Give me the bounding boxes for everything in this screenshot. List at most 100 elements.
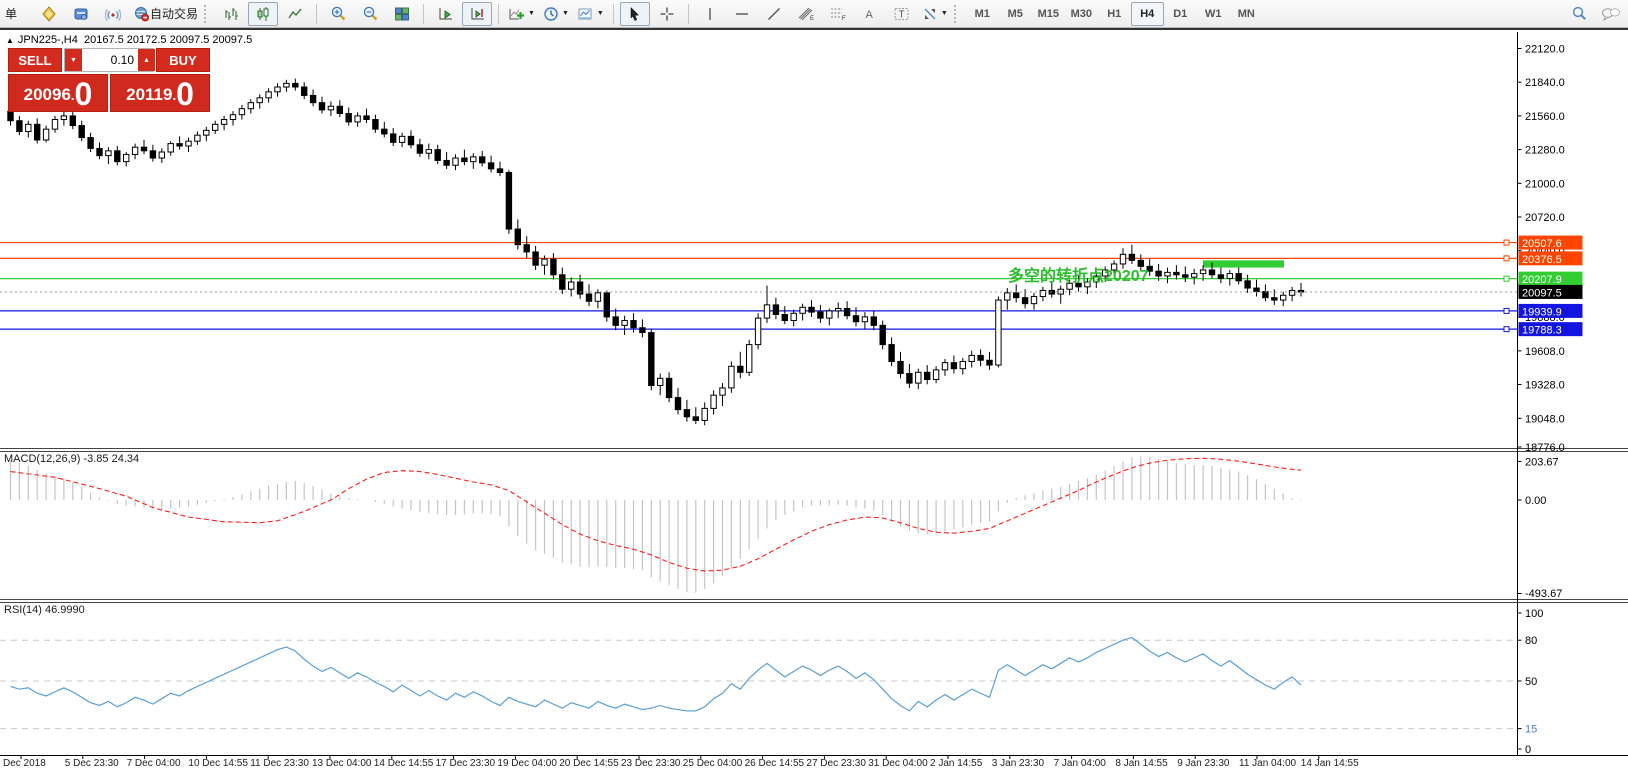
candle-body xyxy=(772,304,780,316)
level-endpoint-square[interactable] xyxy=(1503,326,1510,333)
volume-decrease-button[interactable]: ▼ xyxy=(65,49,82,71)
candle-body xyxy=(461,157,468,163)
sell-price-main: 20096 xyxy=(23,85,71,104)
terminal-icon xyxy=(74,8,88,20)
channel-button[interactable]: E xyxy=(791,2,821,26)
vertical-line-icon xyxy=(709,7,711,20)
level-endpoint-square[interactable] xyxy=(1503,239,1510,246)
vertical-line-button[interactable] xyxy=(695,2,725,26)
candle-body xyxy=(1119,253,1127,265)
candle-body xyxy=(1199,269,1207,275)
candle-body xyxy=(487,162,495,170)
timeframe-M1[interactable]: M1 xyxy=(974,7,990,20)
candle-body xyxy=(719,387,726,396)
x-axis-label: 23 Dec 23:30 xyxy=(621,758,681,769)
level-endpoint-square[interactable] xyxy=(1503,307,1510,314)
timeframe-W1[interactable]: W1 xyxy=(1205,7,1222,20)
chat-button[interactable] xyxy=(1596,2,1626,26)
candle-body xyxy=(683,409,691,418)
price-tick-label: 21280.0 xyxy=(1525,145,1565,157)
crosshair-button[interactable] xyxy=(652,2,682,26)
candle-body xyxy=(1155,270,1162,277)
buy-button[interactable]: BUY xyxy=(156,48,210,72)
candle-body xyxy=(1217,274,1225,279)
candle-body xyxy=(1173,271,1180,276)
candle-body xyxy=(212,123,219,131)
price-tick-label: 20720.0 xyxy=(1525,212,1565,224)
price-tick-label: 19608.0 xyxy=(1525,346,1565,358)
text-button[interactable]: A xyxy=(855,2,885,26)
timeframe-M30[interactable]: M30 xyxy=(1070,7,1092,20)
level-box xyxy=(1518,271,1583,286)
terminal-button[interactable] xyxy=(66,2,96,26)
rsi-tick-label: 100 xyxy=(1525,608,1543,620)
candle-body xyxy=(390,133,397,143)
toolbar-drag-handle[interactable] xyxy=(204,4,211,23)
new-order-button[interactable]: 单 xyxy=(2,2,32,26)
signal-button[interactable] xyxy=(98,2,128,26)
sell-price-big-digit: 0 xyxy=(74,76,93,112)
macd-tick-label: -493.67 xyxy=(1525,588,1562,600)
arrows-button[interactable]: ▼ xyxy=(919,2,951,26)
timeframe-MN[interactable]: MN xyxy=(1237,7,1255,20)
periods-button[interactable]: ▼ xyxy=(540,2,572,26)
zoom-out-button[interactable] xyxy=(355,2,385,26)
candle-body xyxy=(1226,273,1233,279)
candle-body xyxy=(78,125,85,139)
candle-body xyxy=(550,258,557,276)
chart-bars-button[interactable] xyxy=(216,2,246,26)
x-axis-label: 25 Dec 04:00 xyxy=(682,758,743,769)
level-endpoint-square[interactable] xyxy=(1503,275,1510,282)
buy-price-display[interactable]: 20119. 0 xyxy=(110,74,210,112)
chart-canvas[interactable]: 多空的转折点20207 22120.0 21840.0 21560.0 21280.0 2… xyxy=(0,30,1628,774)
timeframe-D1[interactable]: D1 xyxy=(1173,7,1188,20)
candle-body xyxy=(1066,282,1073,290)
volume-input[interactable] xyxy=(82,49,138,71)
text-label-button[interactable]: T xyxy=(887,2,917,26)
templates-button[interactable]: ▼ xyxy=(574,2,607,26)
fibonacci-icon: F xyxy=(830,8,846,22)
chart-shift-button[interactable] xyxy=(462,1,493,26)
chart-candles-button[interactable] xyxy=(248,1,279,26)
macd-indicator-label: MACD(12,26,9) -3.85 24.34 xyxy=(4,453,140,465)
candle-body xyxy=(185,140,192,147)
tile-windows-button[interactable] xyxy=(387,2,417,26)
candle-body xyxy=(532,251,539,266)
timeframe-H1[interactable]: H1 xyxy=(1107,7,1122,20)
metaeditor-button[interactable] xyxy=(34,2,64,26)
horizontal-line-button[interactable] xyxy=(727,2,757,26)
level-endpoint-square[interactable] xyxy=(1503,255,1510,262)
candle-body xyxy=(657,377,664,387)
candle-body xyxy=(1093,275,1100,283)
timeframe-M15[interactable]: M15 xyxy=(1037,7,1059,20)
search-button[interactable] xyxy=(1564,2,1594,26)
candle-body xyxy=(959,360,966,370)
macd-signal-line xyxy=(10,457,1302,572)
timeframe-H4[interactable]: H4 xyxy=(1130,1,1164,26)
candle-body xyxy=(327,105,335,111)
sell-button[interactable]: SELL xyxy=(8,48,62,72)
candle-body xyxy=(1004,292,1011,301)
highlight-bar[interactable] xyxy=(1203,260,1284,268)
x-axis-label: 8 Jan 14:55 xyxy=(1115,758,1168,769)
level-label: 20207.9 xyxy=(1522,274,1562,286)
level-box xyxy=(1518,322,1583,337)
sell-price-display[interactable]: 20096. 0 xyxy=(8,74,108,112)
toolbar-drag-handle2[interactable] xyxy=(953,4,961,23)
indicators-button[interactable]: ▼ xyxy=(505,2,538,26)
cursor-button[interactable] xyxy=(619,1,650,26)
trendline-button[interactable] xyxy=(759,2,789,26)
auto-scroll-button[interactable] xyxy=(430,2,460,26)
timeframe-M5[interactable]: M5 xyxy=(1007,7,1023,20)
chart-window: 多空的转折点20207 22120.0 21840.0 21560.0 21280.0 2… xyxy=(0,28,1628,774)
autotrading-button[interactable]: 自动交易 xyxy=(130,2,201,26)
annotation-text[interactable]: 多空的转折点20207 xyxy=(1008,266,1149,285)
candle-body xyxy=(1137,259,1144,267)
zoom-in-button[interactable] xyxy=(323,2,353,26)
x-axis-label: 10 Dec 14:55 xyxy=(188,758,248,769)
chart-line-button[interactable] xyxy=(280,2,310,26)
level-box xyxy=(1518,251,1583,266)
rsi-line xyxy=(10,636,1302,712)
volume-increase-button[interactable]: ▲ xyxy=(138,49,155,71)
fibonacci-button[interactable]: F xyxy=(823,2,853,26)
